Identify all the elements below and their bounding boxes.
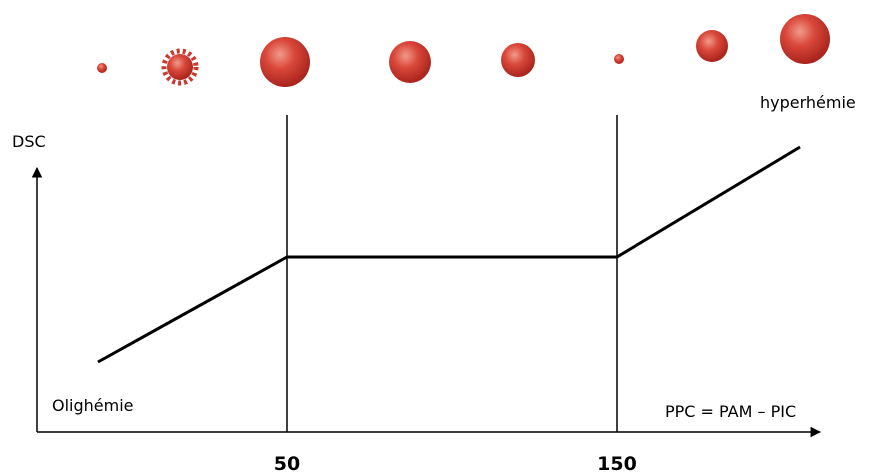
vessel: [97, 63, 107, 73]
vessel: [501, 43, 535, 77]
tick-label: 150: [597, 453, 637, 474]
x-axis-label: PPC = PAM – PIC: [665, 402, 796, 421]
vessel: [389, 41, 431, 83]
vessel: [260, 37, 310, 87]
vessel: [167, 54, 193, 80]
autoregulation-curve: [97, 145, 801, 364]
y-axis-label: DSC: [12, 132, 46, 151]
vessel: [696, 30, 728, 62]
vessel: [780, 14, 830, 64]
vessel-spasm: [161, 48, 199, 86]
vessel: [614, 54, 624, 64]
tick-label: 50: [274, 453, 300, 474]
high-label: hyperhémie: [760, 93, 856, 112]
vessels: [97, 14, 830, 87]
low-label: Olighémie: [52, 396, 134, 415]
